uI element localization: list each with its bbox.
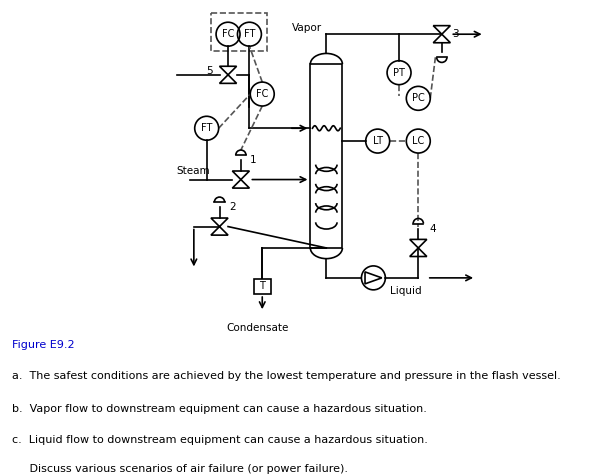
Text: Liquid: Liquid bbox=[390, 285, 422, 296]
Text: 1: 1 bbox=[250, 155, 257, 165]
Text: Discuss various scenarios of air failure (or power failure).: Discuss various scenarios of air failure… bbox=[12, 464, 348, 474]
Text: LT: LT bbox=[373, 136, 382, 146]
FancyBboxPatch shape bbox=[254, 279, 271, 294]
Text: 5: 5 bbox=[206, 66, 213, 76]
Text: Figure E9.2: Figure E9.2 bbox=[12, 340, 75, 350]
Text: Vapor: Vapor bbox=[292, 23, 322, 33]
Text: 3: 3 bbox=[453, 29, 459, 39]
Text: FC: FC bbox=[222, 29, 234, 39]
Text: 2: 2 bbox=[229, 202, 235, 212]
Text: b.  Vapor flow to downstream equipment can cause a hazardous situation.: b. Vapor flow to downstream equipment ca… bbox=[12, 404, 427, 414]
Text: FC: FC bbox=[256, 89, 268, 99]
Text: T: T bbox=[259, 281, 265, 292]
Text: FT: FT bbox=[201, 123, 212, 133]
Text: Condensate: Condensate bbox=[227, 323, 289, 333]
Text: a.  The safest conditions are achieved by the lowest temperature and pressure in: a. The safest conditions are achieved by… bbox=[12, 371, 561, 381]
Text: Steam: Steam bbox=[177, 166, 210, 176]
Text: c.  Liquid flow to downstream equipment can cause a hazardous situation.: c. Liquid flow to downstream equipment c… bbox=[12, 435, 428, 445]
Text: PC: PC bbox=[412, 93, 425, 104]
Text: LC: LC bbox=[412, 136, 425, 146]
Text: PT: PT bbox=[393, 67, 405, 78]
Text: 4: 4 bbox=[429, 224, 436, 234]
Text: FT: FT bbox=[244, 29, 255, 39]
